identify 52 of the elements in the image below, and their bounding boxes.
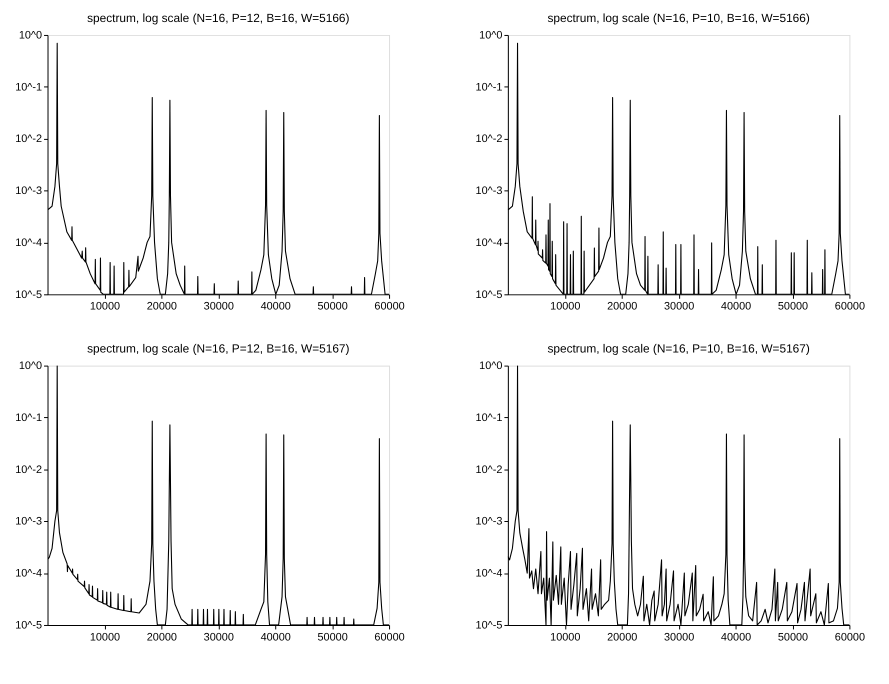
x-tick-label: 60000 (374, 631, 405, 644)
x-tick-label: 20000 (146, 631, 177, 644)
x-tick-label: 30000 (204, 631, 234, 644)
y-tick-label: 10^-2 (15, 464, 42, 476)
y-tick-label: 10^-5 (15, 619, 42, 632)
x-tick-label: 30000 (204, 300, 234, 313)
x-tick-label: 60000 (834, 300, 866, 313)
x-tick-label: 50000 (778, 631, 808, 644)
y-tick-label: 10^-3 (476, 185, 502, 198)
y-tick-label: 10^-4 (15, 236, 42, 249)
y-tick-label: 10^-1 (15, 81, 42, 94)
y-tick-label: 10^-4 (15, 568, 42, 580)
x-tick-label: 20000 (607, 631, 638, 644)
y-tick-label: 10^-4 (476, 568, 502, 580)
x-tick-label: 20000 (146, 300, 177, 313)
y-tick-label: 10^-5 (476, 619, 502, 632)
x-tick-label: 40000 (260, 300, 291, 313)
y-tick-label: 10^-5 (476, 288, 502, 301)
chart-title: spectrum, log scale (N=16, P=12, B=16, W=5167) (87, 342, 350, 356)
x-tick-label: 30000 (664, 631, 694, 644)
x-tick-label: 20000 (607, 300, 638, 313)
y-tick-label: 10^0 (479, 29, 502, 42)
y-tick-label: 10^0 (18, 29, 42, 42)
x-tick-label: 10000 (90, 300, 120, 313)
x-tick-label: 60000 (374, 300, 405, 313)
chart-title: spectrum, log scale (N=16, P=10, B=16, W=5167) (547, 342, 810, 356)
y-tick-label: 10^-3 (15, 516, 42, 528)
x-tick-label: 50000 (778, 300, 808, 313)
x-tick-label: 60000 (834, 631, 866, 644)
y-tick-label: 10^-2 (476, 464, 502, 476)
x-tick-label: 40000 (720, 631, 752, 644)
chart-title: spectrum, log scale (N=16, P=12, B=16, W=5166) (87, 11, 350, 26)
y-tick-label: 10^-3 (15, 185, 42, 198)
y-tick-label: 10^0 (479, 360, 502, 372)
y-tick-label: 10^-3 (476, 516, 502, 528)
y-tick-label: 10^-5 (15, 288, 42, 301)
y-tick-label: 10^-1 (476, 412, 502, 424)
y-tick-label: 10^0 (18, 360, 42, 372)
x-tick-label: 50000 (318, 300, 348, 313)
x-tick-label: 50000 (318, 631, 348, 644)
x-tick-label: 10000 (90, 631, 120, 644)
x-tick-label: 40000 (260, 631, 291, 644)
y-tick-label: 10^-1 (15, 412, 42, 424)
x-tick-label: 40000 (720, 300, 752, 313)
y-tick-label: 10^-2 (15, 133, 42, 146)
y-tick-label: 10^-4 (476, 236, 502, 249)
x-tick-label: 10000 (550, 300, 580, 313)
y-tick-label: 10^-2 (476, 133, 502, 146)
x-tick-label: 30000 (664, 300, 694, 313)
y-tick-label: 10^-1 (476, 81, 502, 94)
x-tick-label: 10000 (550, 631, 580, 644)
chart-title: spectrum, log scale (N=16, P=10, B=16, W=5166) (547, 11, 810, 26)
